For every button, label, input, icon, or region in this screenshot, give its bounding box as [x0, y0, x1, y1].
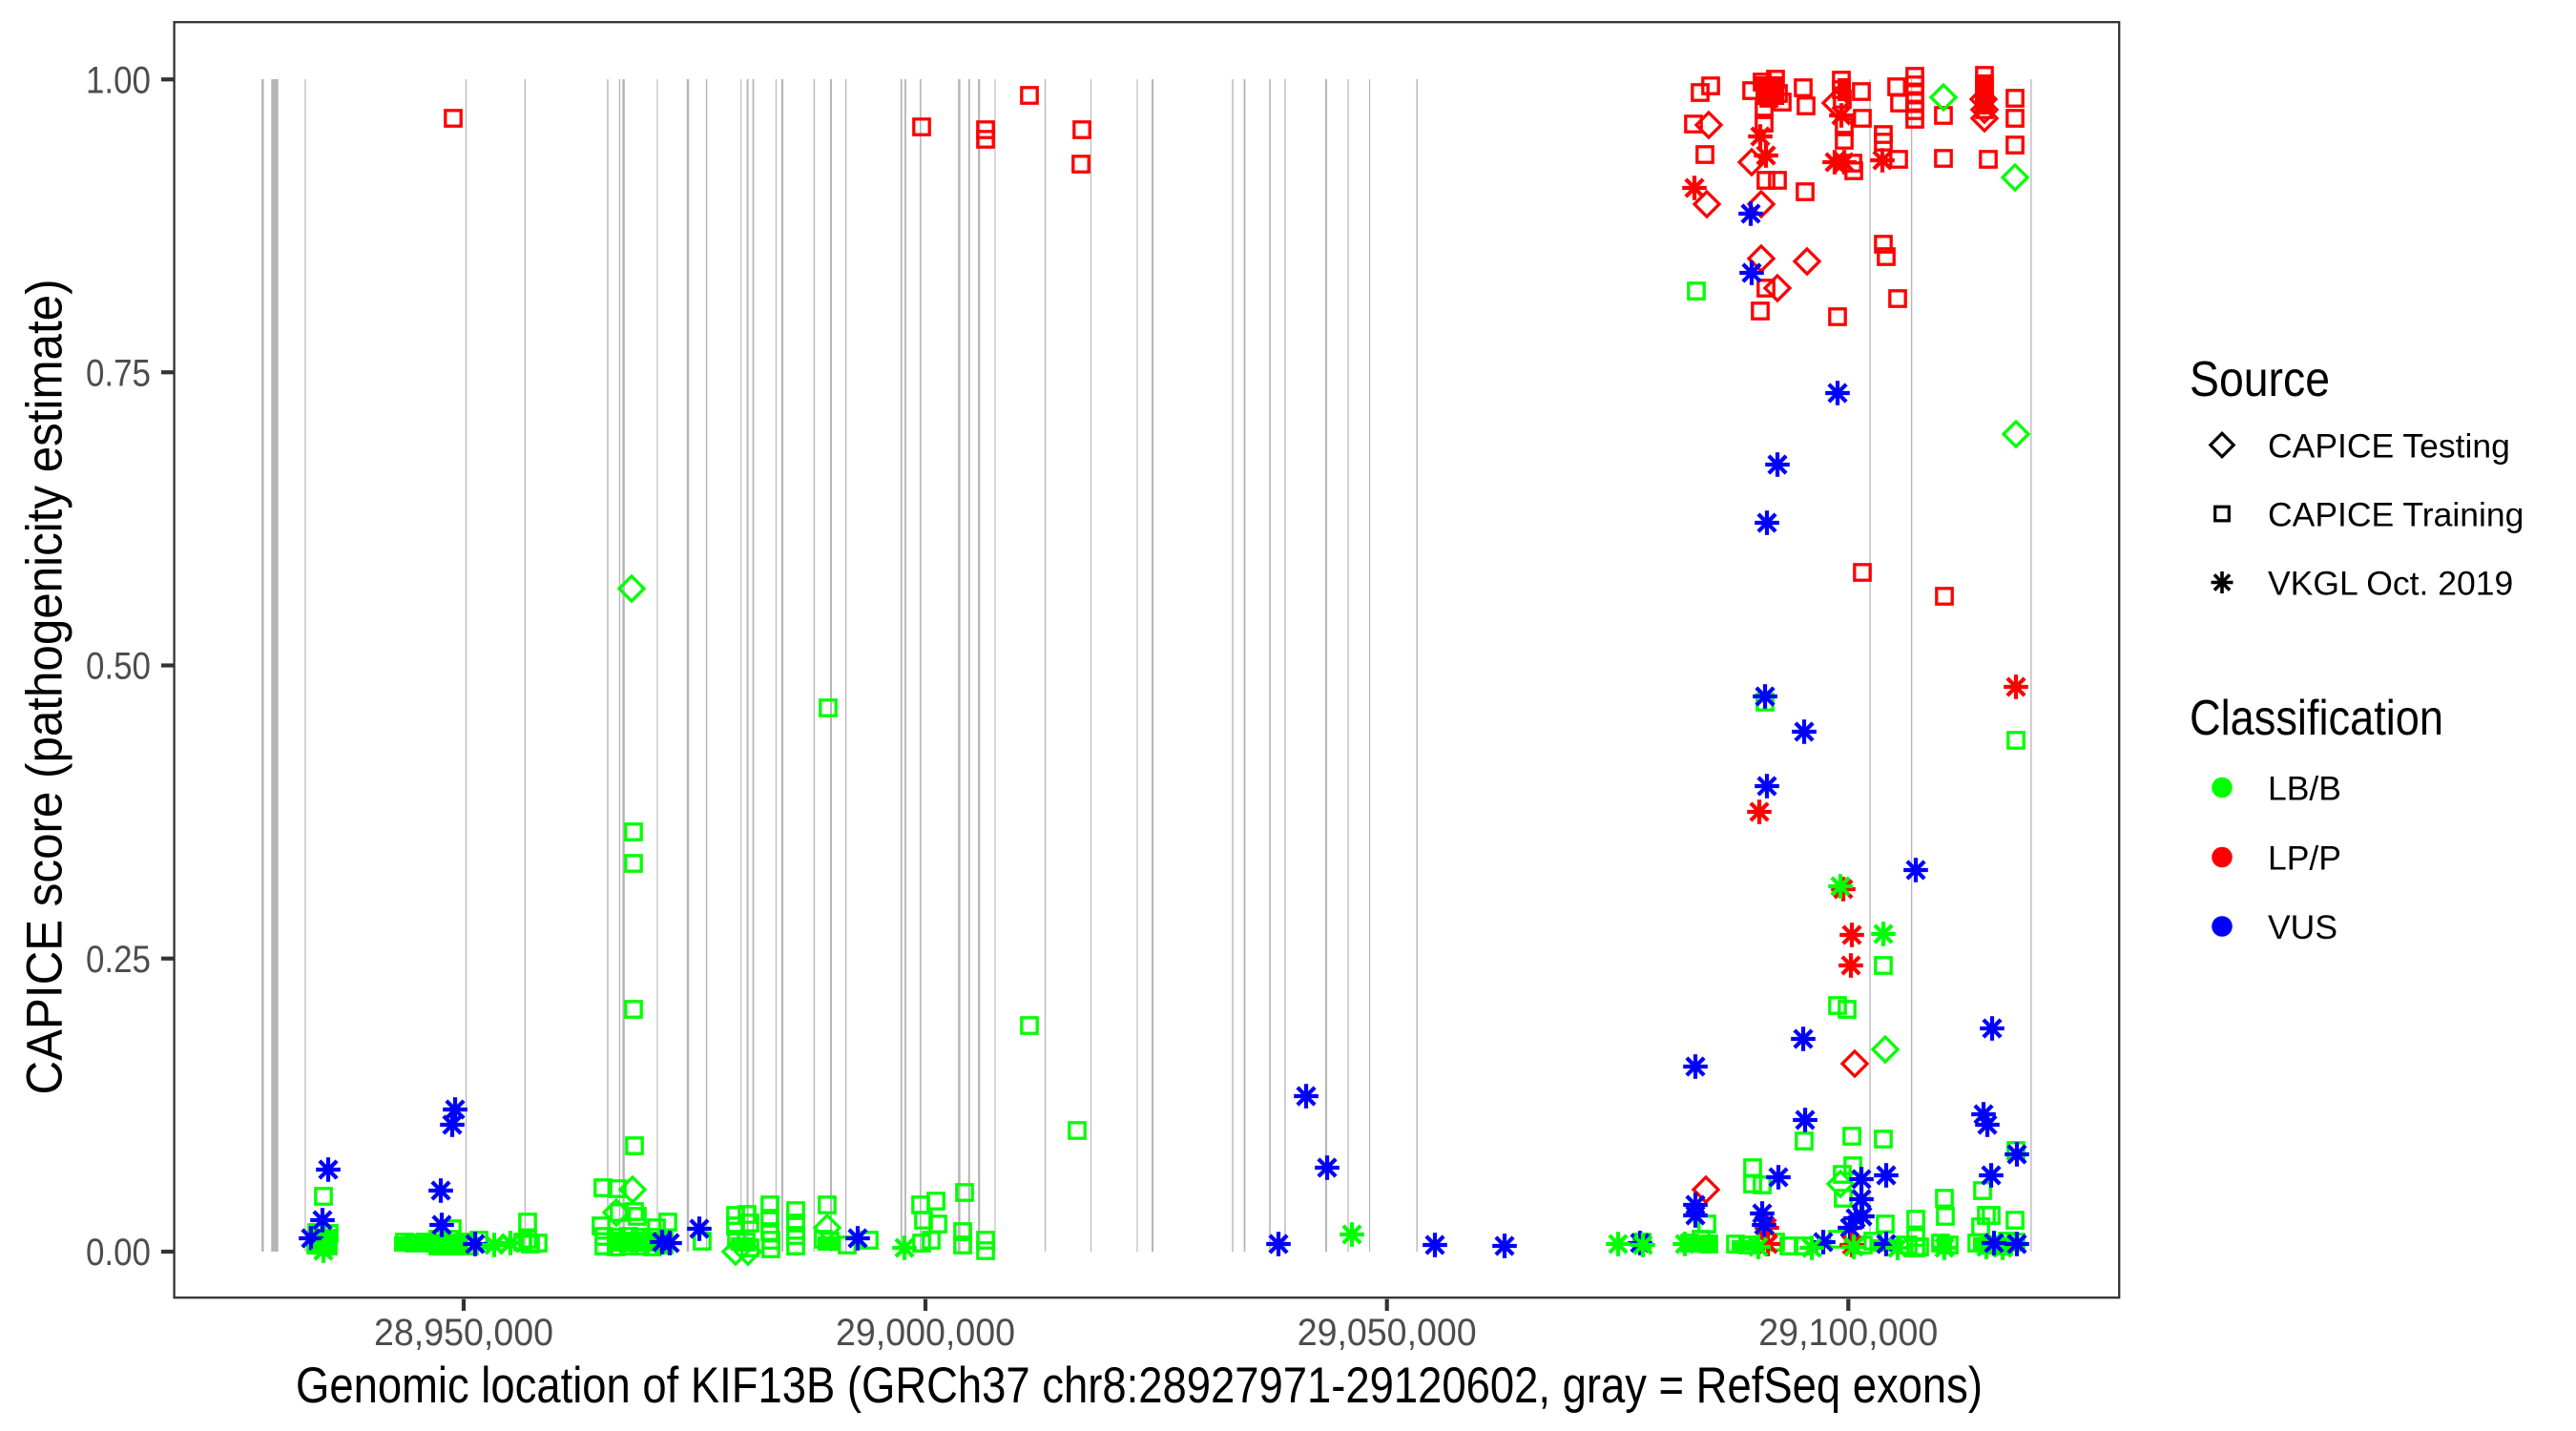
svg-text:0.00: 0.00 — [86, 1232, 151, 1274]
svg-text:CAPICE Training: CAPICE Training — [2268, 496, 2524, 534]
svg-text:29,100,000: 29,100,000 — [1758, 1312, 1938, 1354]
svg-text:0.50: 0.50 — [86, 646, 151, 688]
svg-text:CAPICE Testing: CAPICE Testing — [2268, 427, 2510, 466]
svg-text:CAPICE score (pathogenicity es: CAPICE score (pathogenicity estimate) — [17, 280, 73, 1095]
svg-text:1.00: 1.00 — [86, 59, 151, 101]
svg-text:VUS: VUS — [2268, 908, 2337, 946]
svg-text:Source: Source — [2190, 352, 2330, 407]
svg-text:29,000,000: 29,000,000 — [836, 1312, 1015, 1354]
svg-text:LP/P: LP/P — [2268, 840, 2341, 878]
svg-text:0.25: 0.25 — [86, 939, 151, 981]
svg-text:Classification: Classification — [2190, 691, 2443, 746]
svg-text:LB/B: LB/B — [2268, 770, 2341, 808]
svg-text:28,950,000: 28,950,000 — [374, 1312, 553, 1354]
svg-text:0.75: 0.75 — [86, 352, 151, 394]
svg-text:VKGL Oct. 2019: VKGL Oct. 2019 — [2268, 565, 2513, 603]
svg-text:29,050,000: 29,050,000 — [1298, 1312, 1477, 1354]
svg-text:Genomic location of KIF13B (GR: Genomic location of KIF13B (GRCh37 chr8:… — [296, 1358, 1983, 1414]
